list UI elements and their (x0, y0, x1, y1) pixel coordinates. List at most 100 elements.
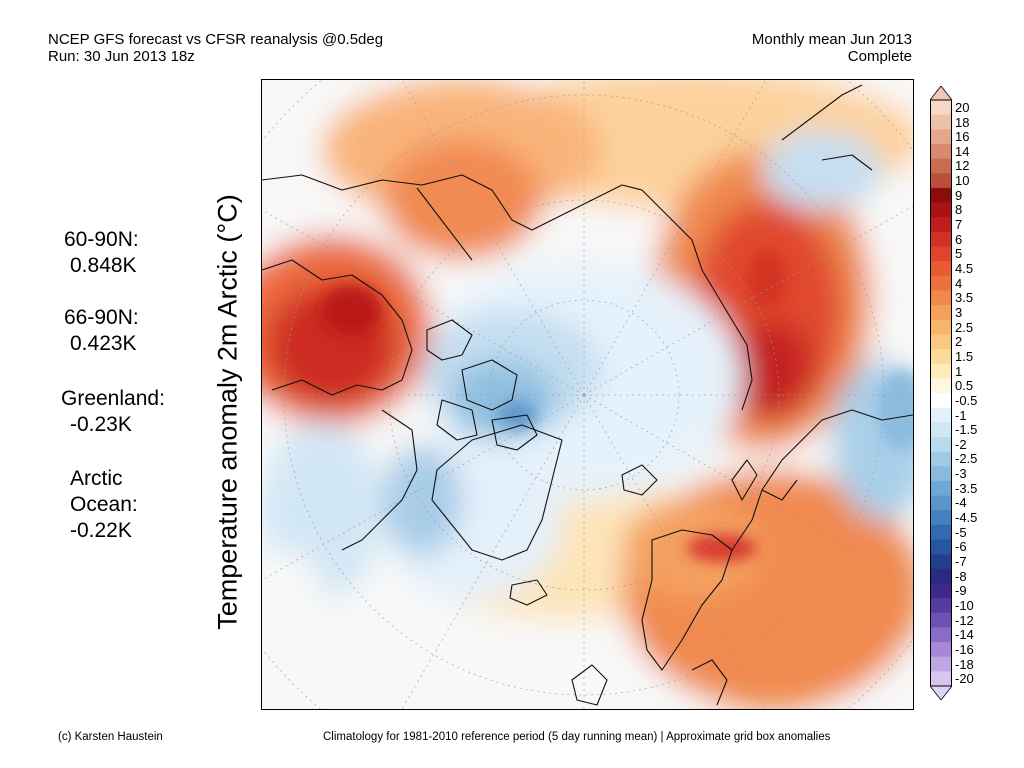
colorbar-tick-label: -2.5 (955, 451, 978, 467)
anomaly-map (261, 79, 914, 710)
graticule (262, 80, 913, 709)
colorbar-tick-label: 0.5 (955, 378, 974, 394)
colorbar-swatch (930, 583, 952, 599)
stat-value-greenland: -0.23K (70, 413, 132, 436)
colorbar-swatch (930, 363, 952, 379)
colorbar-swatch (930, 305, 952, 321)
colorbar-tick-label: -10 (955, 597, 974, 613)
reference-note: Climatology for 1981-2010 reference peri… (323, 731, 831, 743)
colorbar-tick-label: 2.5 (955, 319, 974, 335)
colorbar-swatch (930, 422, 952, 438)
colorbar-swatch (930, 451, 952, 467)
colorbar-swatch (930, 393, 952, 408)
colorbar-tick-label: -1 (955, 407, 967, 423)
colorbar-tick-label: -5 (955, 524, 967, 540)
colorbar-tick-label: 12 (955, 158, 970, 174)
colorbar-tick-label: 9 (955, 187, 963, 203)
colorbar-swatch (930, 510, 952, 526)
colorbar-tick-label: 20 (955, 99, 970, 115)
colorbar-swatch (930, 349, 952, 364)
colorbar-tick-label: -12 (955, 612, 974, 628)
stat-label-60-90n: 60-90N: (64, 228, 139, 251)
colorbar-swatch (930, 290, 952, 306)
title-line-2: Run: 30 Jun 2013 18z (48, 48, 195, 65)
credit: (c) Karsten Haustein (58, 731, 163, 743)
colorbar-swatch (930, 407, 952, 423)
axis-label: Temperature anomaly 2m Arctic (°C) (212, 194, 243, 630)
title-line-1: NCEP GFS forecast vs CFSR reanalysis @0.… (48, 31, 384, 48)
colorbar-swatch (930, 275, 952, 291)
colorbar-swatch (930, 612, 952, 628)
colorbar-tick-label: 7 (955, 217, 963, 232)
colorbar-tick-label: -0.5 (955, 392, 978, 408)
anomaly-detail (322, 250, 913, 562)
period-label: Monthly mean Jun 2013 (751, 31, 912, 48)
colorbar-swatch (930, 261, 952, 277)
colorbar-tick-label: -14 (955, 627, 974, 643)
colorbar-swatch (930, 554, 952, 570)
colorbar-swatch (930, 436, 952, 452)
colorbar-tick-label: 14 (955, 143, 970, 159)
colorbar-tick-label: 5 (955, 246, 963, 262)
stat-value-60-90n: 0.848K (70, 254, 137, 277)
stat-label-66-90n: 66-90N: (64, 306, 139, 329)
coastlines (262, 84, 913, 706)
colorbar-swatch (930, 378, 952, 394)
colorbar-swatch (930, 334, 952, 350)
colorbar-tick-label: 2 (955, 334, 963, 350)
colorbar-swatch (930, 568, 952, 584)
colorbar-tick-label: 3 (955, 304, 963, 320)
colorbar-swatch (930, 598, 952, 614)
colorbar-tick-label: -16 (955, 641, 974, 657)
stat-label-greenland: Greenland: (61, 387, 165, 410)
colorbar-swatch (930, 524, 952, 540)
status-label: Complete (847, 48, 912, 65)
colorbar-swatch (930, 642, 952, 657)
colorbar-swatch (930, 100, 952, 115)
colorbar-swatch (930, 231, 952, 247)
colorbar-tick-label: 4.5 (955, 261, 974, 276)
colorbar-swatch (930, 202, 952, 218)
stat-value-arctic-ocean: -0.22K (70, 519, 132, 542)
colorbar-tick-label: 10 (955, 173, 970, 189)
colorbar-tick-label: 8 (955, 202, 963, 218)
colorbar-tick-label: -9 (955, 583, 967, 599)
colorbar-tick-label: 1.5 (955, 348, 974, 364)
colorbar-swatch (930, 495, 952, 511)
colorbar-swatch (930, 319, 952, 335)
colorbar-swatch (930, 143, 952, 159)
stat-label-arctic: Arctic (70, 467, 123, 490)
colorbar-swatch (930, 671, 952, 687)
colorbar-tick-label: 4 (955, 275, 963, 291)
colorbar-swatch (930, 656, 952, 672)
stat-label-ocean: Ocean: (70, 493, 138, 516)
colorbar-swatch (930, 217, 952, 233)
colorbar-tick-label: -3.5 (955, 480, 978, 496)
colorbar (930, 86, 952, 700)
colorbar-tick-label: 3.5 (955, 290, 974, 306)
colorbar-swatch (930, 129, 952, 145)
colorbar-tick-label: -3 (955, 466, 967, 482)
anomaly-field (262, 80, 913, 709)
colorbar-swatch (930, 246, 952, 262)
colorbar-swatch (930, 114, 952, 130)
colorbar-tick-label: 6 (955, 231, 963, 247)
colorbar-tick-label: -18 (955, 656, 974, 672)
colorbar-tick-label: -7 (955, 554, 967, 569)
colorbar-swatch (930, 173, 952, 189)
colorbar-tick-label: 16 (955, 129, 970, 145)
colorbar-swatch (930, 539, 952, 555)
colorbar-swatch (930, 480, 952, 496)
colorbar-tick-label: -6 (955, 539, 967, 555)
colorbar-tick-label: -8 (955, 568, 967, 584)
colorbar-swatch (930, 627, 952, 643)
colorbar-swatch (930, 187, 952, 203)
colorbar-tick-label: -2 (955, 436, 967, 452)
colorbar-tick-label: 18 (955, 114, 970, 130)
colorbar-tick-label: -4.5 (955, 510, 978, 525)
stat-value-66-90n: 0.423K (70, 332, 137, 355)
colorbar-swatch (930, 158, 952, 174)
colorbar-tick-label: -4 (955, 495, 967, 511)
colorbar-tick-label: -20 (955, 671, 974, 687)
colorbar-tick-label: 1 (955, 363, 963, 379)
